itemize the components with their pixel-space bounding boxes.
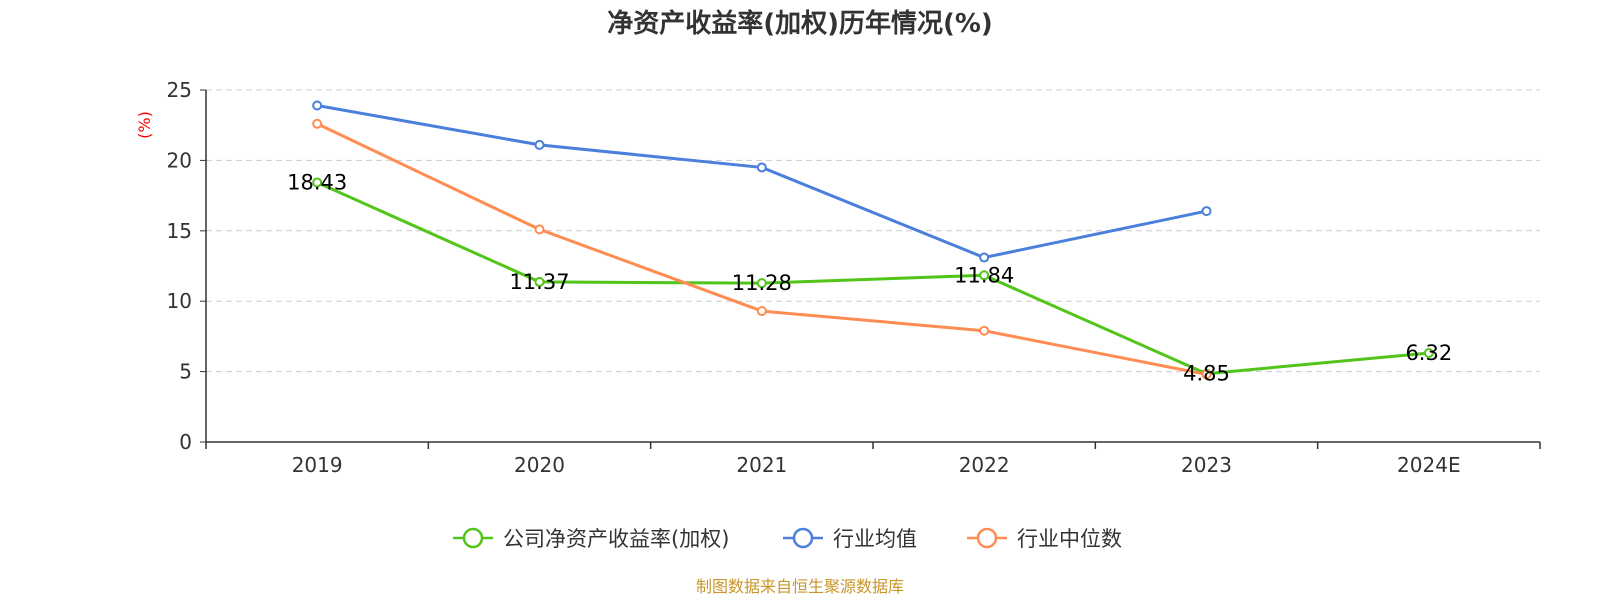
y-tick-label: 5 [179, 360, 192, 384]
legend-item-2[interactable]: 行业中位数 [967, 527, 1122, 551]
legend-label: 公司净资产收益率(加权) [503, 527, 729, 551]
data-labels: 18.43 11.37 11.28 11.84 4.85 6.32 [287, 171, 1452, 386]
data-source-note: 制图数据来自恒生聚源数据库 [696, 577, 904, 596]
legend-marker [792, 527, 814, 549]
legend[interactable]: 公司净资产收益率(加权) 行业均值 行业中位数 [453, 527, 1122, 551]
data-point-2[interactable] [1201, 369, 1212, 380]
legend-item-0[interactable]: 公司净资产收益率(加权) [453, 527, 729, 551]
x-tick-label: 2021 [736, 453, 787, 477]
x-tick-label: 2022 [959, 453, 1010, 477]
data-point-2[interactable] [756, 306, 767, 317]
legend-item-1[interactable]: 行业均值 [783, 527, 917, 551]
series-group [312, 100, 1434, 380]
series-line-0 [316, 181, 1429, 376]
data-label: 11.28 [732, 271, 792, 295]
series-line-2 [316, 122, 1207, 376]
y-tick-label: 15 [167, 219, 192, 243]
data-point-2[interactable] [979, 325, 990, 336]
series-line-1 [316, 104, 1207, 260]
x-tick-label: 2023 [1181, 453, 1232, 477]
data-label: 4.85 [1183, 362, 1230, 386]
y-tick-label: 10 [167, 289, 192, 313]
data-point-2[interactable] [312, 118, 323, 129]
data-point-2[interactable] [534, 224, 545, 235]
data-point-0[interactable] [756, 278, 767, 289]
x-tick-label: 2019 [292, 453, 343, 477]
data-point-1[interactable] [979, 252, 990, 263]
data-label: 11.84 [954, 263, 1014, 287]
data-point-0[interactable] [534, 276, 545, 287]
legend-marker [976, 527, 998, 549]
legend-marker [462, 527, 484, 549]
y-tick-label: 25 [167, 78, 192, 102]
data-point-1[interactable] [312, 100, 323, 111]
chart-title: 净资产收益率(加权)历年情况(%) [607, 8, 993, 39]
y-tick-label: 20 [167, 148, 192, 172]
data-point-1[interactable] [534, 139, 545, 150]
data-point-1[interactable] [756, 162, 767, 173]
x-tick-label: 2020 [514, 453, 565, 477]
data-point-0[interactable] [979, 270, 990, 281]
data-label: 18.43 [287, 171, 347, 195]
y-tick-label: 0 [179, 430, 192, 454]
x-tick-label: 2024E [1397, 453, 1461, 477]
data-point-0[interactable] [1423, 348, 1434, 359]
data-label: 6.32 [1405, 341, 1452, 365]
data-label: 11.37 [509, 270, 569, 294]
y-axis-unit: (%) [135, 111, 154, 139]
data-point-0[interactable] [312, 177, 323, 188]
legend-label: 行业均值 [833, 527, 917, 551]
legend-label: 行业中位数 [1017, 527, 1122, 551]
axes: 0 5 10 15 20 25 2019 2020 2021 2022 2023 2024E [167, 78, 1541, 477]
data-point-1[interactable] [1201, 206, 1212, 217]
gridlines [206, 89, 1540, 373]
